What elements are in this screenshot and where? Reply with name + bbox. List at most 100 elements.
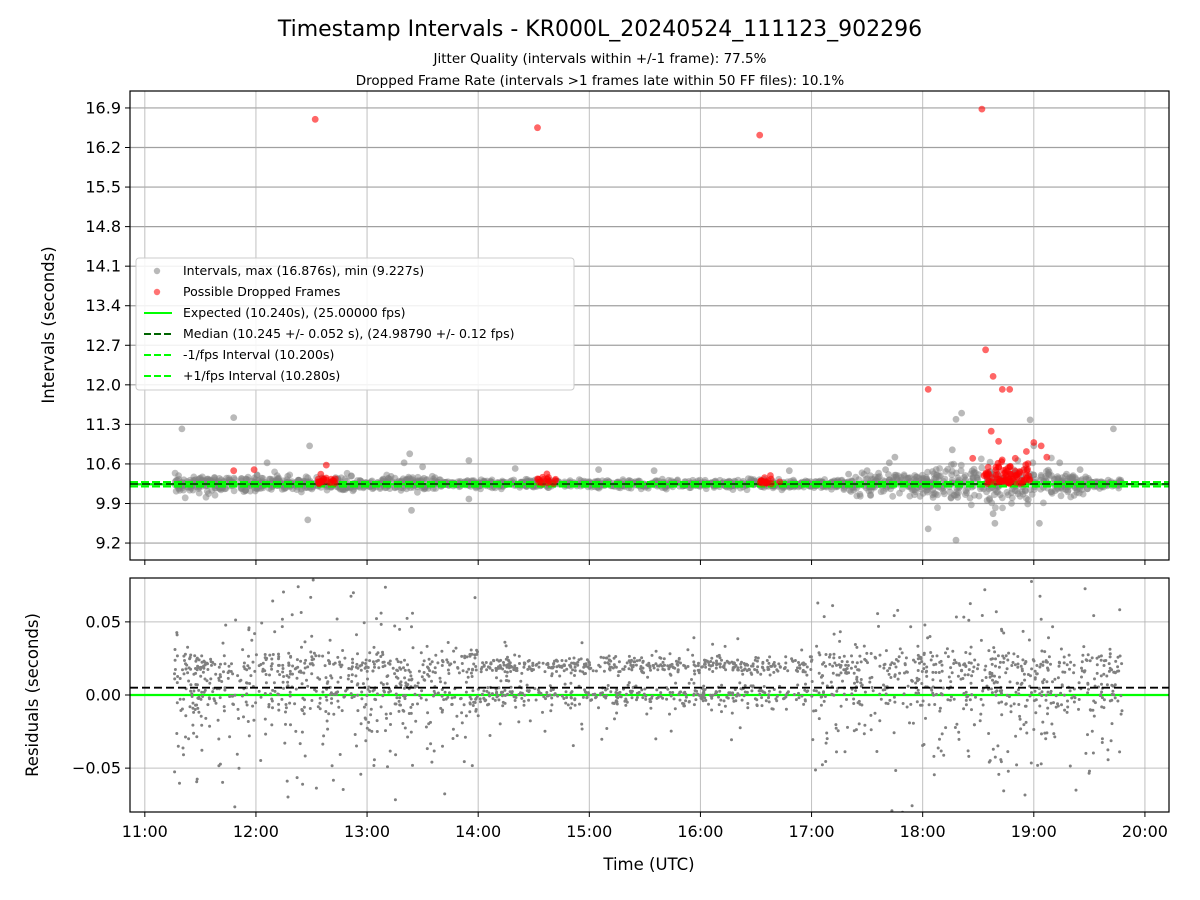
residual-point (364, 658, 368, 662)
residual-point (627, 654, 631, 658)
residual-point (242, 661, 246, 665)
residual-point (1099, 658, 1103, 662)
residual-point (1072, 694, 1076, 698)
residual-point (859, 681, 863, 685)
residual-point (197, 688, 201, 692)
residual-point (403, 676, 407, 680)
residual-point (673, 666, 677, 670)
residual-point (659, 691, 663, 695)
interval-point (511, 465, 519, 472)
residual-point (649, 706, 653, 710)
interval-point (863, 467, 871, 475)
residual-point (356, 693, 360, 697)
intervals-y-ticks: 9.29.910.611.312.012.713.414.114.815.516… (85, 98, 130, 553)
residual-point (206, 703, 210, 707)
residual-point (617, 660, 621, 664)
residual-point (1030, 667, 1034, 671)
residual-point (222, 709, 226, 713)
residual-point (767, 661, 771, 665)
residual-point (684, 699, 688, 703)
residual-point (352, 695, 356, 698)
residual-point (1006, 750, 1010, 754)
residual-point (1032, 659, 1036, 663)
residual-point (940, 693, 944, 697)
residual-point (654, 662, 658, 666)
residual-point (1080, 669, 1084, 673)
residual-point (217, 665, 221, 669)
residual-point (214, 672, 218, 676)
residual-point (281, 680, 285, 684)
residual-point (439, 706, 443, 710)
dropped-frame-point (767, 472, 774, 479)
residual-point (210, 663, 213, 667)
residual-point (648, 697, 652, 701)
residual-point (276, 669, 280, 673)
residual-point (997, 665, 1001, 669)
interval-point (230, 487, 238, 495)
residual-point (957, 662, 961, 666)
residual-point (686, 648, 690, 652)
residual-point (381, 683, 385, 686)
residual-point (358, 664, 362, 668)
residual-point (1111, 689, 1115, 693)
residual-point (376, 651, 380, 655)
residual-point (200, 690, 204, 694)
residual-point (1040, 694, 1044, 698)
residual-point (381, 653, 385, 656)
residual-point (493, 698, 497, 702)
interval-point (1082, 475, 1090, 483)
residual-point (984, 676, 988, 679)
residual-point (206, 668, 210, 671)
interval-point (906, 492, 914, 500)
residual-point (1014, 690, 1018, 694)
legend-entry-intervals: Intervals, max (16.876s), min (9.227s) (183, 263, 424, 278)
residual-point (356, 682, 360, 686)
residual-point (1118, 608, 1122, 612)
residual-point (679, 690, 683, 694)
residual-point (922, 653, 926, 656)
residual-point (379, 681, 383, 685)
residual-point (287, 675, 291, 679)
residual-point (347, 674, 351, 677)
dropped-frame-point (1023, 448, 1030, 455)
residual-point (217, 678, 221, 682)
residual-point (566, 703, 570, 707)
dropped-frame-point (756, 131, 764, 139)
residual-point (819, 675, 823, 679)
interval-point (263, 459, 271, 467)
residual-point (993, 755, 997, 759)
residual-point (996, 654, 1000, 658)
residual-point (775, 699, 779, 703)
residual-point (195, 777, 199, 781)
residual-point (537, 665, 541, 669)
interval-point (274, 475, 282, 483)
dropped-frame-point (543, 470, 551, 478)
residual-point (513, 699, 517, 702)
residual-point (647, 661, 651, 665)
residual-point (1039, 617, 1043, 621)
interval-point (998, 494, 1006, 502)
residual-point (335, 693, 338, 696)
residual-point (714, 692, 717, 696)
residual-point (545, 694, 549, 698)
residual-point (480, 692, 484, 696)
residual-point (466, 675, 470, 679)
residual-point (413, 692, 417, 696)
residual-point (455, 734, 459, 738)
residual-point (429, 720, 432, 724)
residual-point (692, 681, 696, 685)
residual-point (927, 703, 931, 707)
residual-point (284, 703, 288, 706)
residual-point (453, 660, 456, 664)
residual-point (1023, 704, 1027, 708)
residual-point (931, 654, 935, 658)
residual-point (906, 684, 910, 688)
residual-point (270, 667, 274, 671)
residual-point (1072, 663, 1076, 667)
residual-point (247, 734, 251, 738)
residual-point (853, 681, 856, 685)
residual-point (545, 691, 549, 694)
residual-point (1046, 706, 1050, 710)
residual-point (189, 653, 193, 657)
interval-point (1043, 475, 1050, 482)
